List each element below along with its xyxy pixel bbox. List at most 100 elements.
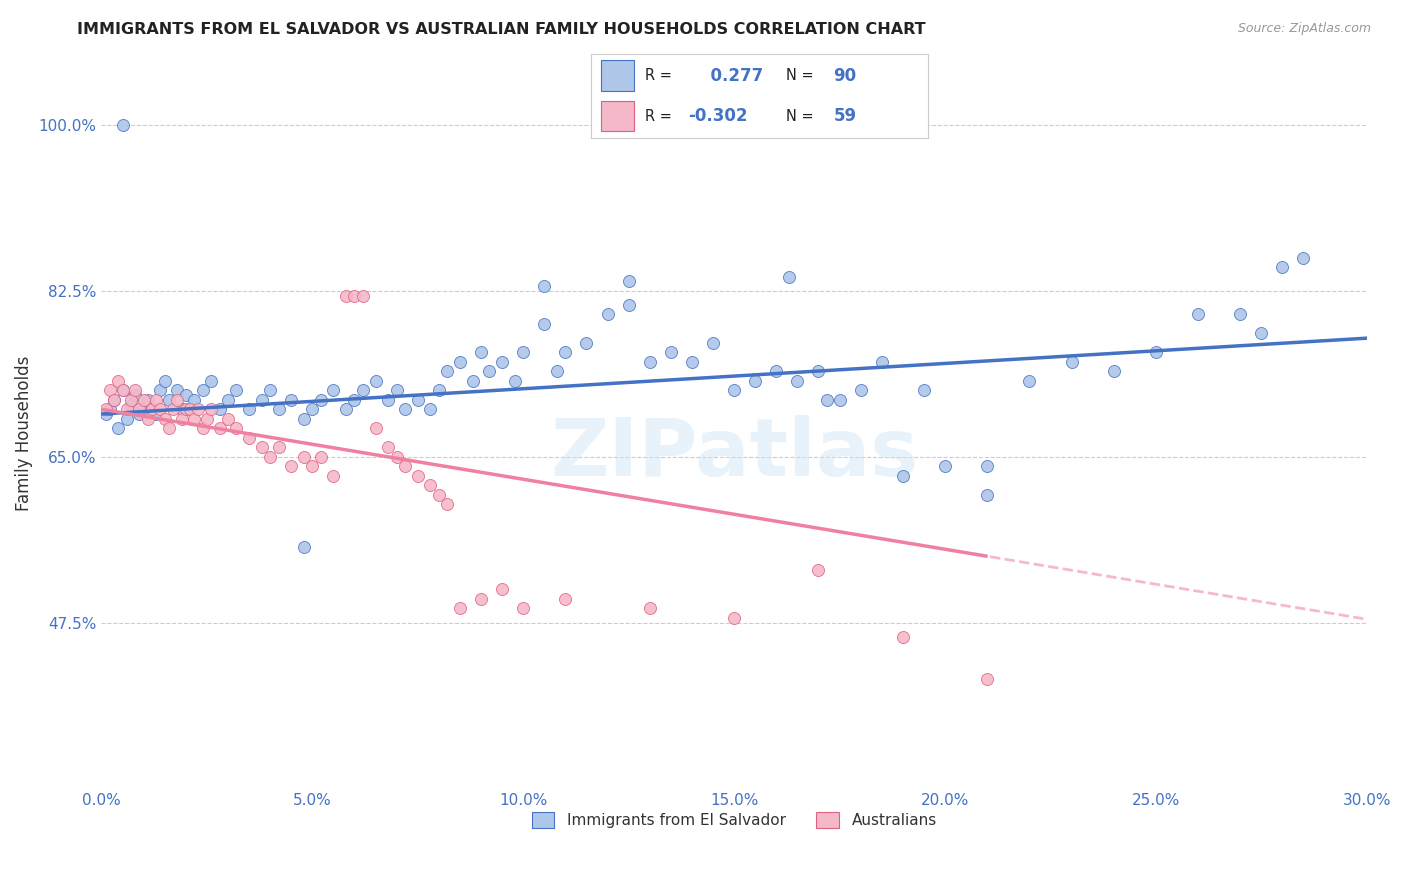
Point xyxy=(976,487,998,501)
Point xyxy=(120,392,142,407)
Point xyxy=(419,402,441,417)
Point xyxy=(217,392,239,407)
Point xyxy=(238,402,260,417)
Point xyxy=(419,478,441,492)
Point xyxy=(723,384,745,398)
Point xyxy=(596,308,619,322)
Point xyxy=(364,421,387,435)
Point xyxy=(166,384,188,398)
Point xyxy=(153,411,176,425)
Point xyxy=(153,374,176,388)
Point xyxy=(292,450,315,464)
Point xyxy=(191,384,214,398)
Point xyxy=(208,402,231,417)
Point xyxy=(162,402,184,417)
Point xyxy=(1187,308,1209,322)
Point xyxy=(141,402,163,417)
Point xyxy=(115,411,138,425)
Point xyxy=(1271,260,1294,274)
Point xyxy=(128,407,150,421)
Point xyxy=(250,392,273,407)
Text: 0.277: 0.277 xyxy=(699,67,762,85)
Point xyxy=(638,601,661,615)
Point xyxy=(166,392,188,407)
Point xyxy=(681,355,703,369)
Point xyxy=(280,392,302,407)
Point xyxy=(891,630,914,644)
Point xyxy=(1229,308,1251,322)
Point xyxy=(343,392,366,407)
Point xyxy=(870,355,893,369)
Point xyxy=(124,384,146,398)
Point xyxy=(406,392,429,407)
Point xyxy=(617,298,640,312)
Point xyxy=(976,673,998,687)
Point xyxy=(1060,355,1083,369)
Point xyxy=(170,411,193,425)
Point xyxy=(94,402,117,417)
Text: R =: R = xyxy=(644,68,672,83)
Point xyxy=(183,411,205,425)
Point xyxy=(934,459,956,474)
Point xyxy=(132,392,155,407)
Point xyxy=(111,384,134,398)
Point xyxy=(765,364,787,378)
Point xyxy=(470,591,492,606)
Point xyxy=(638,355,661,369)
Point xyxy=(200,374,222,388)
Point xyxy=(115,402,138,417)
Point xyxy=(267,440,290,454)
Point xyxy=(702,335,724,350)
Point xyxy=(449,355,471,369)
Point xyxy=(195,411,218,425)
Point xyxy=(238,431,260,445)
Point xyxy=(174,402,197,417)
Point xyxy=(98,402,121,417)
Point xyxy=(179,402,201,417)
Point xyxy=(208,421,231,435)
Point xyxy=(183,392,205,407)
Point xyxy=(617,274,640,288)
Point xyxy=(335,402,357,417)
Point xyxy=(912,384,935,398)
Point xyxy=(976,459,998,474)
Point xyxy=(187,402,209,417)
Point xyxy=(533,279,555,293)
Point xyxy=(778,269,800,284)
Point xyxy=(394,459,416,474)
Point xyxy=(449,601,471,615)
Point xyxy=(807,564,830,578)
Point xyxy=(546,364,568,378)
Point xyxy=(145,407,167,421)
Text: ZIPatlas: ZIPatlas xyxy=(550,416,918,493)
Point xyxy=(533,317,555,331)
Point xyxy=(157,392,180,407)
Text: 59: 59 xyxy=(834,107,856,125)
Point xyxy=(364,374,387,388)
Bar xyxy=(600,61,634,91)
Point xyxy=(478,364,501,378)
Point xyxy=(891,468,914,483)
Point xyxy=(491,355,513,369)
Point xyxy=(377,392,399,407)
Point xyxy=(436,364,458,378)
Point xyxy=(554,345,576,359)
Point xyxy=(1018,374,1040,388)
Point xyxy=(470,345,492,359)
Point xyxy=(503,374,526,388)
Bar xyxy=(600,101,634,131)
Point xyxy=(554,591,576,606)
Point xyxy=(352,384,374,398)
Point xyxy=(385,450,408,464)
Point xyxy=(335,288,357,302)
Point xyxy=(828,392,851,407)
Point xyxy=(103,392,125,407)
Point xyxy=(145,392,167,407)
Legend: Immigrants from El Salvador, Australians: Immigrants from El Salvador, Australians xyxy=(526,806,943,834)
Point xyxy=(120,398,142,412)
Point xyxy=(259,384,281,398)
Point xyxy=(200,402,222,417)
Point xyxy=(786,374,808,388)
Point xyxy=(309,450,332,464)
Point xyxy=(807,364,830,378)
